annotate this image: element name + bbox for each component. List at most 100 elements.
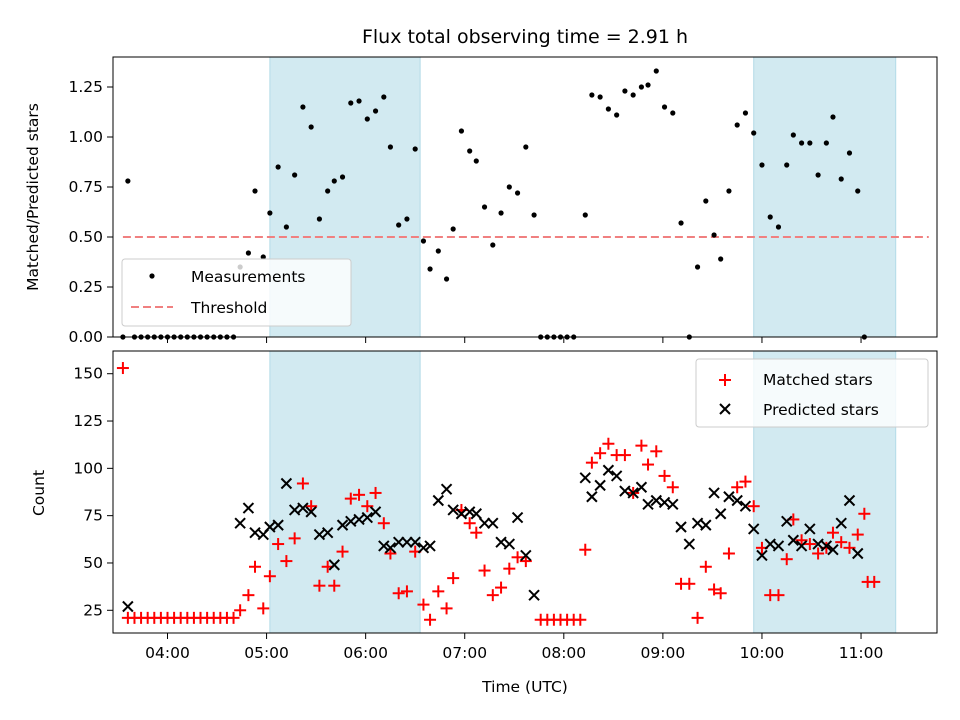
- data-point: [458, 128, 465, 134]
- data-point: [739, 500, 752, 512]
- x-tick-label: 11:00: [839, 644, 884, 662]
- data-point: [353, 513, 365, 526]
- y-tick-label: 0.50: [68, 228, 103, 246]
- data-point: [336, 519, 349, 531]
- data-point: [336, 545, 349, 558]
- data-point: [396, 222, 402, 228]
- data-point: [820, 540, 833, 552]
- data-point: [795, 534, 808, 547]
- data-point: [372, 108, 379, 114]
- data-point: [361, 511, 374, 524]
- data-point: [313, 579, 326, 592]
- data-point: [703, 198, 709, 204]
- data-point: [699, 560, 712, 573]
- data-point: [116, 362, 129, 375]
- data-point: [361, 500, 374, 513]
- data-point: [427, 266, 433, 272]
- data-point: [726, 188, 732, 194]
- bottom-legend: Matched stars Predicted stars: [695, 358, 929, 428]
- legend-measurements-label: Measurements: [191, 268, 306, 286]
- data-point: [409, 536, 421, 548]
- data-point: [432, 585, 445, 598]
- data-point: [661, 104, 668, 110]
- data-point: [650, 445, 663, 458]
- data-point: [780, 553, 793, 566]
- data-point: [412, 146, 418, 152]
- data-point: [478, 564, 491, 577]
- data-point: [519, 555, 532, 568]
- data-point: [356, 98, 362, 104]
- data-point: [618, 449, 631, 462]
- data-point: [579, 543, 592, 556]
- data-point: [658, 496, 671, 509]
- data-point: [296, 477, 309, 490]
- y-tick-label: 100: [73, 459, 103, 477]
- data-point: [392, 587, 405, 600]
- data-point: [574, 613, 587, 626]
- data-point: [642, 458, 655, 471]
- data-point: [807, 140, 813, 146]
- data-point: [292, 172, 298, 178]
- data-point: [424, 613, 437, 626]
- top-y-axis-label: Matched/Predicted stars: [24, 103, 42, 291]
- data-point: [417, 598, 430, 611]
- data-point: [798, 140, 805, 146]
- data-point: [234, 517, 246, 529]
- data-point: [384, 542, 397, 554]
- data-point: [683, 538, 696, 550]
- data-point: [463, 517, 476, 530]
- data-point: [440, 483, 453, 495]
- data-point: [772, 540, 785, 552]
- data-point: [257, 602, 270, 615]
- data-point: [503, 562, 516, 575]
- data-point: [804, 523, 816, 535]
- data-point: [645, 82, 651, 88]
- data-point: [249, 560, 262, 573]
- data-point: [316, 216, 323, 222]
- data-point: [734, 122, 740, 128]
- data-point: [384, 547, 397, 560]
- data-point: [487, 517, 499, 529]
- data-point: [404, 216, 410, 222]
- data-point: [506, 184, 512, 190]
- top-legend: Measurements Threshold: [121, 258, 352, 327]
- data-point: [619, 485, 631, 497]
- top-panel: 0.00 0.25 0.50 0.75 1.00 1.25: [68, 56, 938, 346]
- plot-frame: [112, 350, 938, 634]
- data-point: [602, 437, 615, 450]
- data-point: [756, 549, 768, 562]
- data-point: [723, 491, 735, 503]
- data-point: [826, 526, 839, 539]
- data-point: [638, 84, 645, 90]
- data-point: [772, 589, 785, 602]
- data-point: [478, 517, 491, 529]
- data-point: [321, 526, 334, 539]
- legend-predicted-label: Predicted stars: [763, 401, 879, 419]
- data-point: [708, 583, 721, 596]
- data-point: [481, 204, 488, 210]
- data-point: [364, 116, 370, 122]
- data-point: [846, 150, 853, 156]
- data-point: [784, 162, 790, 168]
- x-tick-label: 08:00: [541, 644, 586, 662]
- data-point: [369, 506, 382, 518]
- data-point: [650, 494, 662, 507]
- chart-title: Flux total observing time = 2.91 h: [362, 26, 688, 48]
- data-point: [280, 555, 293, 568]
- data-point: [381, 94, 387, 100]
- data-point: [490, 242, 496, 248]
- data-point: [125, 178, 131, 184]
- data-point: [275, 164, 281, 170]
- data-point: [622, 88, 628, 94]
- data-point: [594, 479, 606, 492]
- data-point: [775, 224, 782, 230]
- data-point: [417, 542, 430, 554]
- x-axis-label: Time (UTC): [481, 678, 568, 696]
- data-point: [503, 538, 516, 550]
- data-point: [585, 456, 598, 469]
- data-point: [345, 515, 357, 528]
- data-point: [852, 547, 864, 560]
- data-point: [245, 250, 252, 256]
- data-point: [283, 224, 289, 230]
- data-point: [589, 92, 595, 98]
